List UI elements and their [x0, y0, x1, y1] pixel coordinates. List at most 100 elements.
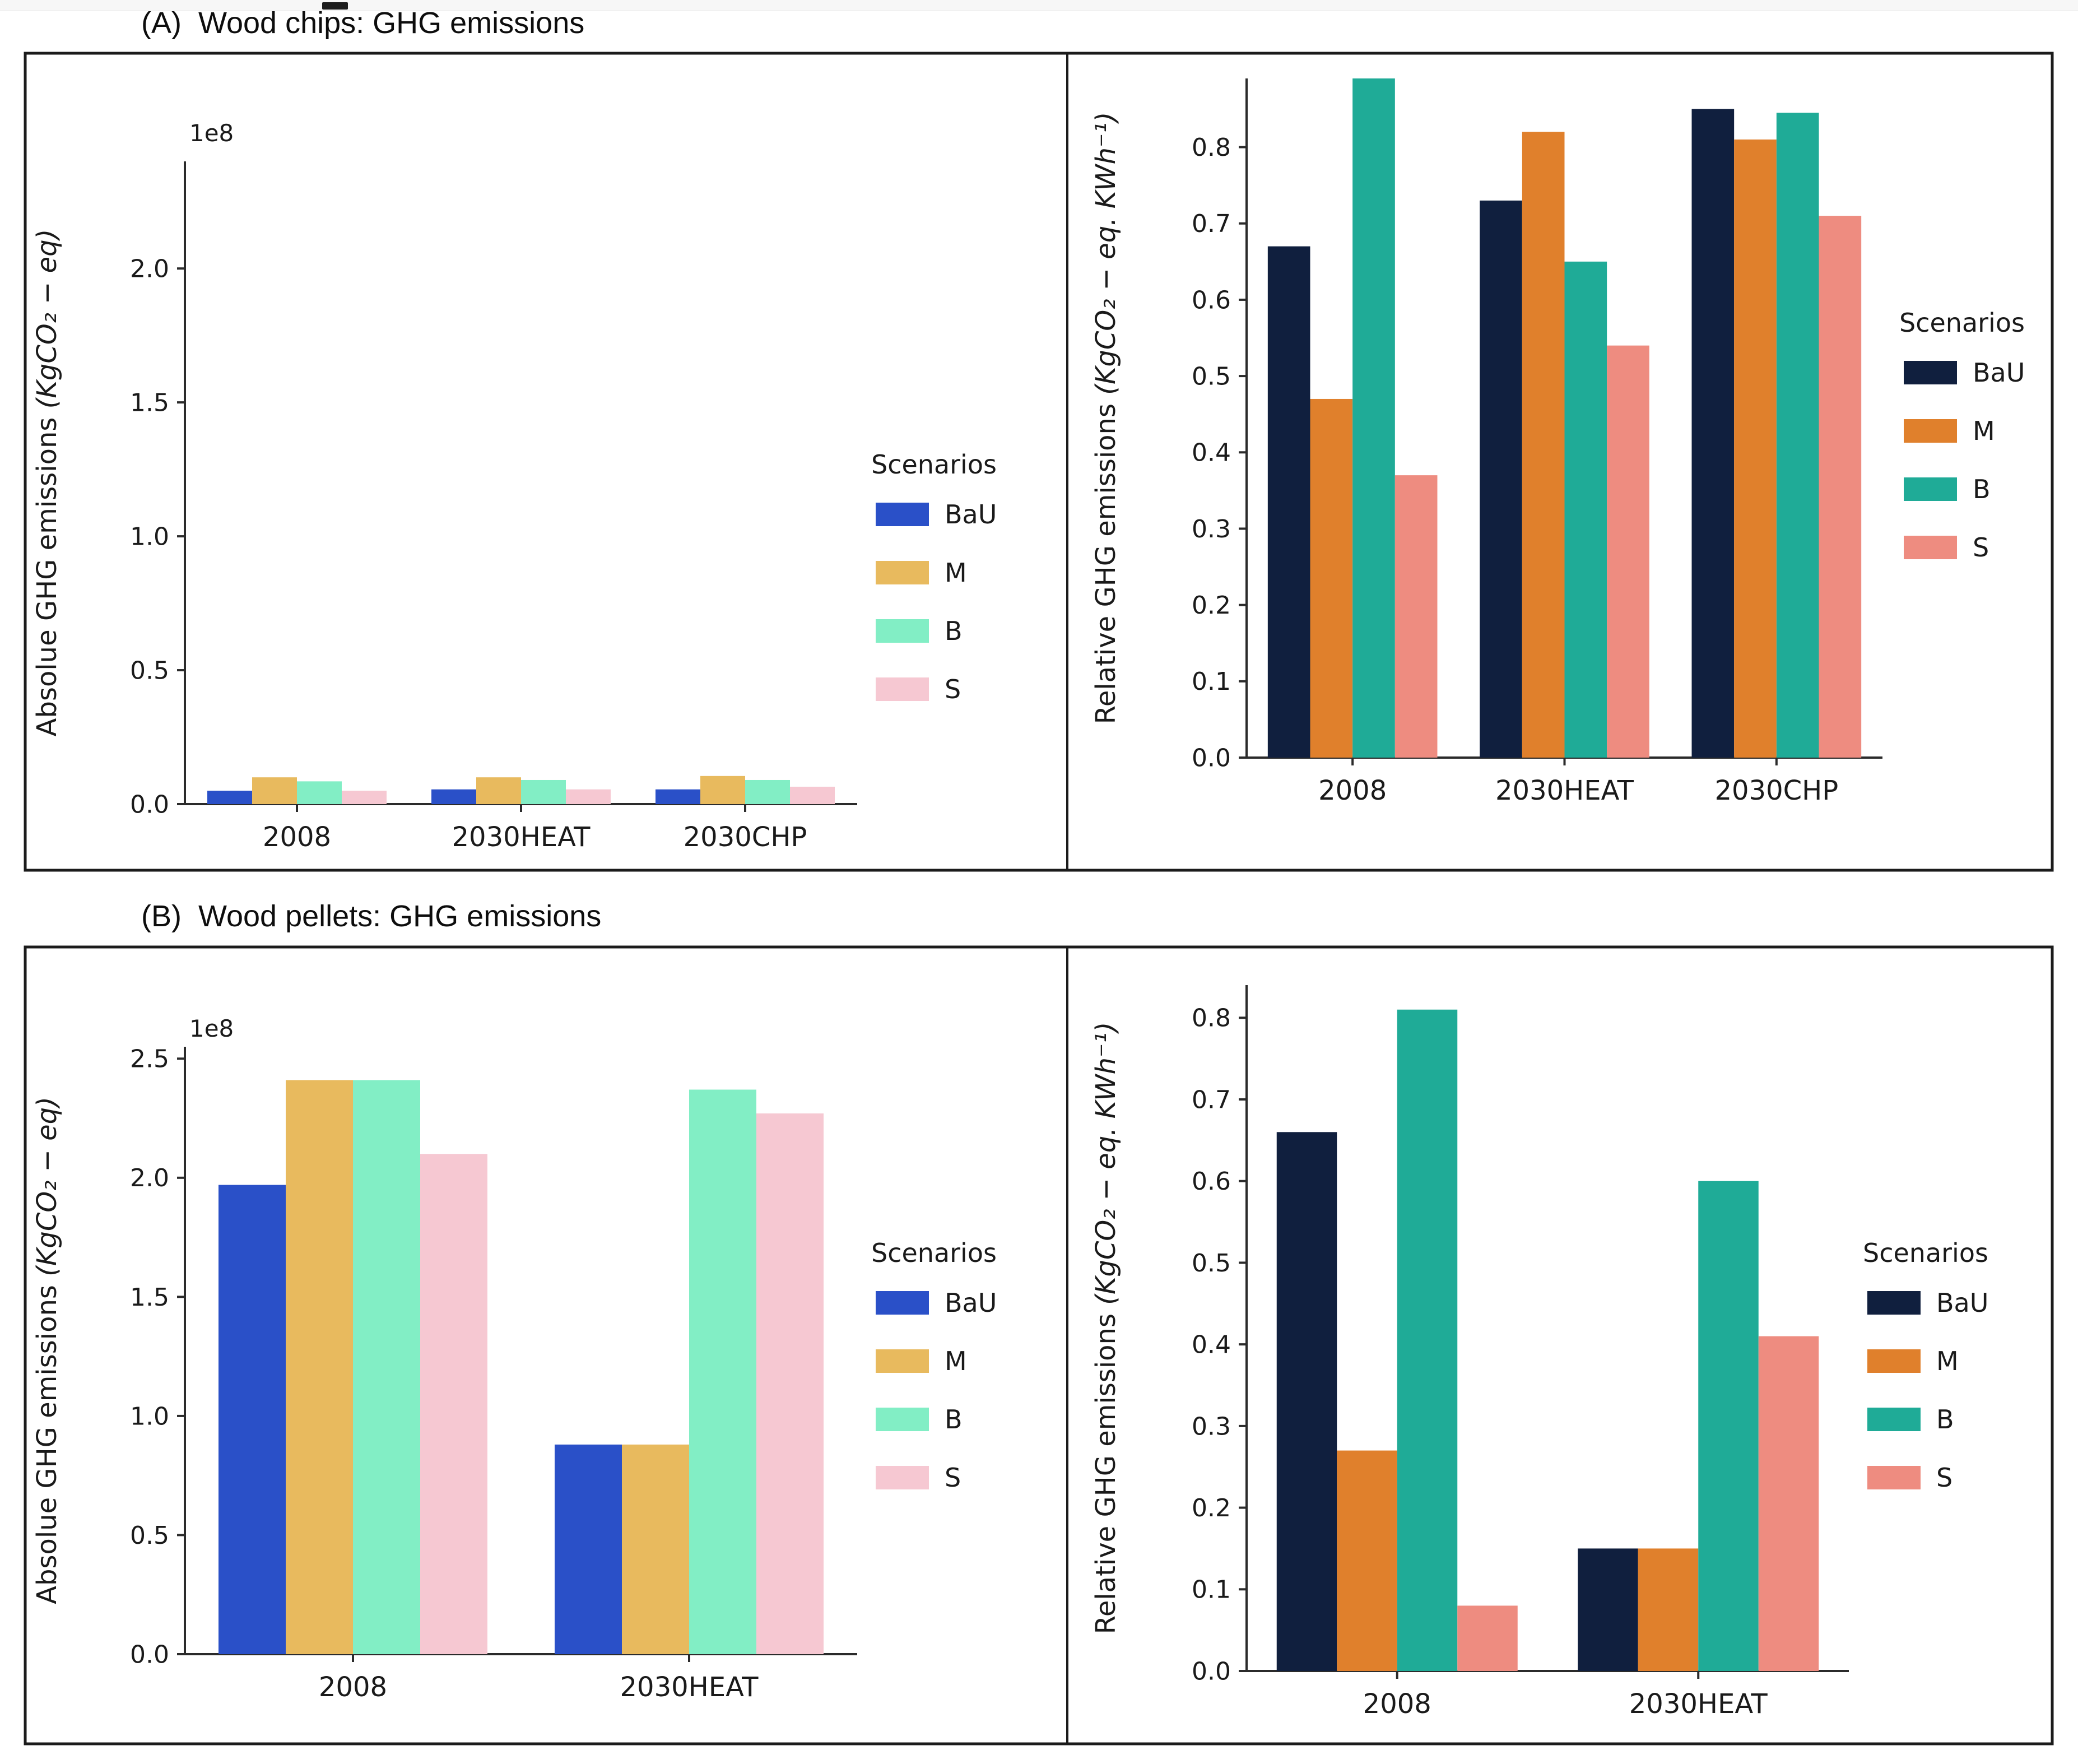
- legend-title: Scenarios: [871, 449, 997, 480]
- y-axis-label: Absolue GHG emissions (KgCO₂ − eq): [31, 229, 63, 737]
- bar-B-2008: [353, 1080, 420, 1654]
- bar-B-2008: [1352, 78, 1395, 758]
- bar-S-2030HEAT: [1758, 1336, 1819, 1671]
- y-tick-label: 1.5: [130, 1283, 169, 1312]
- legend-swatch: [1904, 536, 1957, 559]
- legend-label: S: [1973, 532, 1989, 563]
- bar-BaU-2030CHP: [1691, 109, 1735, 758]
- y-tick-label: 0.4: [1192, 439, 1231, 467]
- bar-B-2030HEAT: [521, 779, 566, 804]
- y-tick-label: 0.7: [1192, 210, 1231, 238]
- legend-item-BaU: BaU: [876, 1288, 997, 1318]
- y-axis-label: Absolue GHG emissions (KgCO₂ − eq): [31, 1097, 63, 1604]
- legend-label: M: [945, 558, 967, 588]
- legend-label: S: [1936, 1463, 1953, 1493]
- legend-item-S: S: [876, 674, 961, 704]
- bar-BaU-2030CHP: [656, 789, 700, 804]
- bar-BaU-2008: [1267, 246, 1310, 758]
- y-tick-label: 0.1: [1192, 667, 1231, 696]
- legend-swatch: [876, 677, 929, 701]
- x-category-label: 2030CHP: [684, 821, 807, 853]
- bar-B-2008: [297, 781, 342, 804]
- y-tick-label: 0.5: [130, 1521, 169, 1550]
- legend-item-M: M: [876, 558, 967, 588]
- bar-M-2030HEAT: [476, 777, 521, 804]
- legend-item-BaU: BaU: [1904, 358, 2025, 388]
- legend-title: Scenarios: [1899, 308, 2025, 338]
- legend-swatch: [876, 1349, 929, 1373]
- bar-M-2030HEAT: [1522, 132, 1565, 758]
- bar-BaU-2030HEAT: [1578, 1548, 1638, 1671]
- y-tick-label: 2.5: [130, 1045, 169, 1074]
- chart-A-left: 0.0 0.5 1.0 1.5 2.0 1e8 2008 2030HEAT 2030CHP Abs…: [31, 119, 997, 853]
- legend-item-B: B: [1867, 1404, 1954, 1435]
- top-edge-strip: [0, 0, 2078, 11]
- y-tick-label: 2.0: [130, 1164, 169, 1192]
- y-tick-label: 1.0: [130, 522, 169, 551]
- legend-label: BaU: [945, 1288, 997, 1318]
- legend-item-M: M: [1867, 1346, 1959, 1376]
- legend-item-BaU: BaU: [876, 499, 997, 530]
- x-category-label: 2008: [1318, 775, 1387, 806]
- bar-B-2030CHP: [1776, 113, 1819, 758]
- y-tick-label: 0.0: [130, 790, 169, 819]
- bar-BaU-2008: [1276, 1132, 1337, 1671]
- legend-swatch: [876, 1466, 929, 1489]
- legend: Scenarios BaU MBS: [1863, 1238, 1988, 1493]
- bar-S-2030CHP: [790, 786, 835, 804]
- bar-BaU-2030HEAT: [1480, 200, 1522, 758]
- y-axis-label: Relative GHG emissions (KgCO₂ − eq. KWh⁻…: [1090, 1022, 1122, 1635]
- y-tick-label: 0.0: [1192, 744, 1231, 772]
- y-tick-label: 0.0: [1192, 1657, 1231, 1686]
- x-category-label: 2008: [263, 821, 331, 853]
- legend-title: Scenarios: [871, 1238, 997, 1268]
- legend-label: BaU: [1973, 358, 2025, 388]
- y-tick-label: 0.2: [1192, 591, 1231, 620]
- y-tick-label: 2.0: [130, 255, 169, 284]
- y-tick-label: 1.0: [130, 1402, 169, 1431]
- bar-S-2030HEAT: [566, 789, 611, 804]
- axis-offset-text: 1e8: [189, 1015, 234, 1042]
- y-tick-label: 0.7: [1192, 1085, 1231, 1114]
- legend-label: M: [1973, 416, 1995, 446]
- legend-label: S: [945, 674, 961, 704]
- y-tick-label: 0.3: [1192, 1412, 1231, 1441]
- bar-BaU-2030HEAT: [555, 1444, 622, 1654]
- bar-BaU-2030HEAT: [431, 789, 476, 804]
- panel-a-title: (A) Wood chips: GHG emissions: [141, 6, 585, 40]
- legend-item-B: B: [1904, 474, 1991, 504]
- chart-B-left: 0.0 0.5 1.0 1.5 2.0 2.5 1e8 2008 2030HEAT Absolue…: [31, 1015, 997, 1703]
- y-tick-label: 0.1: [1192, 1576, 1231, 1604]
- legend-label: B: [945, 616, 963, 646]
- legend-swatch: [876, 503, 929, 526]
- bar-S-2030HEAT: [756, 1113, 824, 1654]
- charts-root: 0.0 0.5 1.0 1.5 2.0 1e8 2008 2030HEAT 2030CHP Abs…: [31, 78, 2025, 1720]
- legend-item-BaU: BaU: [1867, 1288, 1988, 1318]
- legend-label: BaU: [945, 499, 997, 530]
- legend-label: B: [1936, 1404, 1954, 1435]
- panel-a-border: [24, 52, 2054, 872]
- legend-swatch: [1904, 361, 1957, 384]
- legend-item-B: B: [876, 616, 963, 646]
- legend-label: BaU: [1936, 1288, 1988, 1318]
- bar-S-2008: [420, 1154, 487, 1654]
- bar-M-2008: [252, 777, 297, 804]
- legend-swatch: [1867, 1349, 1921, 1373]
- legend-item-M: M: [876, 1346, 967, 1376]
- chart-A-right: 0.0 0.1 0.2 0.3 0.4 0.5 0.6 0.7 0.8 2008 2030HEAT 2…: [1090, 78, 2025, 806]
- legend: Scenarios BaU MBS: [1899, 308, 2025, 563]
- bar-M-2030CHP: [700, 776, 745, 804]
- y-tick-label: 0.5: [130, 656, 169, 685]
- bar-B-2030HEAT: [1698, 1181, 1759, 1671]
- bar-B-2030HEAT: [689, 1089, 756, 1654]
- bar-S-2008: [1457, 1605, 1518, 1671]
- x-category-label: 2030HEAT: [1629, 1688, 1768, 1720]
- axis-offset-text: 1e8: [189, 119, 234, 147]
- bar-B-2008: [1397, 1009, 1458, 1671]
- y-tick-label: 0.5: [1192, 1249, 1231, 1278]
- x-category-label: 2030HEAT: [620, 1672, 759, 1703]
- bar-M-2008: [286, 1080, 353, 1654]
- legend: Scenarios BaU MBS: [871, 449, 997, 704]
